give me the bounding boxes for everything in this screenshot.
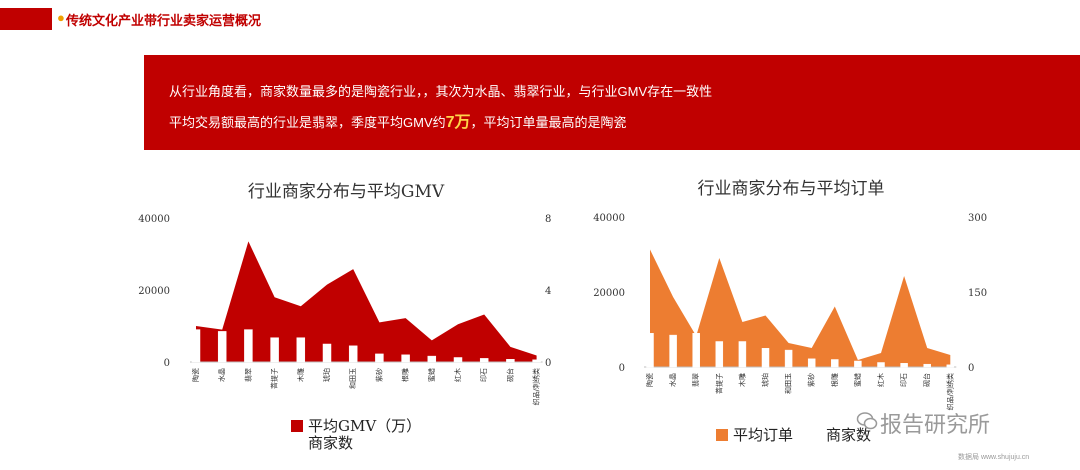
- y-left-tick-label: 20000: [138, 286, 170, 297]
- category-label: 菩提子: [714, 373, 723, 394]
- category-label: 织品/刺绣类: [532, 368, 541, 405]
- y-right-tick-label: 4: [545, 286, 551, 297]
- merchant-count-bar: [877, 362, 885, 368]
- merchant-count-bar: [831, 359, 839, 368]
- summary-highlight-value: 7万: [445, 114, 471, 131]
- page-title: 传统文化产业带行业卖家运营概况: [66, 13, 262, 28]
- y-left-tick-label: 40000: [593, 213, 625, 224]
- category-label: 琥珀: [761, 373, 770, 387]
- category-label: 水晶: [668, 373, 677, 387]
- merchant-count-bar: [692, 333, 700, 368]
- merchant-count-bar: [479, 358, 489, 363]
- y-left-tick-label: 20000: [593, 288, 625, 299]
- summary-line-2-suffix: ，平均订单量最高的是陶瓷: [470, 115, 627, 130]
- category-label: 红木: [453, 368, 462, 382]
- category-label: 陶瓷: [645, 373, 654, 387]
- merchant-count-bar: [191, 329, 201, 363]
- chart-title: 行业商家分布与平均GMV: [248, 182, 445, 202]
- y-left-tick-label: 0: [164, 358, 170, 369]
- merchant-count-bar: [738, 341, 747, 368]
- category-label: 和田玉: [348, 368, 357, 389]
- legend-label: 商家数: [826, 426, 871, 444]
- merchant-count-bar: [784, 349, 793, 368]
- category-label: 根雕: [401, 368, 410, 382]
- merchant-count-bar: [244, 329, 253, 363]
- merchant-count-bar: [946, 364, 955, 368]
- legend-swatch: [716, 429, 728, 441]
- category-label: 翡翠: [691, 373, 700, 387]
- merchant-count-bar: [322, 343, 332, 363]
- merchant-count-bar: [532, 359, 541, 363]
- area-series-1: [196, 241, 537, 362]
- summary-banner: 从行业角度看，商家数量最多的是陶瓷行业，，其次为水晶、翡翠行业，与行业GMV存在…: [144, 55, 1080, 150]
- category-label: 紫砂: [807, 373, 816, 387]
- merchant-count-bar: [348, 345, 358, 363]
- category-label: 翡翠: [243, 368, 252, 382]
- watermark-text: 报告研究所: [880, 413, 991, 438]
- merchant-count-bar: [427, 355, 437, 363]
- legend-label: 平均订单: [733, 426, 793, 444]
- title-bullet-icon: ●: [57, 10, 65, 25]
- legend-label: 平均GMV（万）: [308, 417, 421, 435]
- merchant-count-bar: [375, 353, 384, 363]
- category-label: 蜜蜡: [427, 368, 436, 382]
- category-label: 印石: [900, 373, 908, 387]
- category-label: 琥珀: [322, 368, 331, 382]
- merchant-count-bar: [923, 363, 931, 368]
- y-left-tick-label: 40000: [138, 214, 170, 225]
- merchant-count-bar: [761, 348, 770, 368]
- legend-swatch: [291, 420, 303, 432]
- y-right-tick-label: 0: [545, 358, 551, 369]
- category-label: 砚台: [505, 368, 514, 382]
- merchant-count-bar: [217, 331, 227, 363]
- merchant-count-bar: [296, 337, 306, 363]
- merchant-count-bar: [807, 358, 816, 368]
- category-label: 蜜蜡: [853, 373, 862, 387]
- merchant-count-bar: [646, 333, 654, 368]
- category-label: 和田玉: [784, 373, 793, 394]
- area-series-2: [650, 249, 951, 367]
- summary-line-2: 平均交易额最高的行业是翡翠，季度平均GMV约7万，平均订单量最高的是陶瓷: [169, 108, 627, 132]
- merchant-count-bar: [854, 360, 862, 368]
- y-right-tick-label: 0: [968, 363, 974, 374]
- category-label: 红木: [876, 373, 885, 387]
- category-label: 织品/刺绣类: [945, 373, 954, 410]
- category-label: 水晶: [217, 368, 226, 382]
- merchant-count-bar: [453, 357, 463, 363]
- summary-line-1: 从行业角度看，商家数量最多的是陶瓷行业，，其次为水晶、翡翠行业，与行业GMV存在…: [169, 84, 713, 99]
- category-label: 菩提子: [270, 368, 279, 389]
- y-right-tick-label: 300: [968, 213, 987, 224]
- merchant-count-bar: [270, 337, 279, 363]
- merchant-count-bar: [401, 354, 410, 363]
- y-left-tick-label: 0: [619, 363, 625, 374]
- merchant-count-bar: [900, 363, 908, 368]
- category-label: 印石: [480, 368, 488, 382]
- summary-line-2-prefix: 平均交易额最高的行业是翡翠，季度平均GMV约: [169, 115, 446, 130]
- merchant-count-bar: [506, 359, 515, 363]
- category-label: 紫砂: [374, 368, 383, 382]
- category-label: 木雕: [737, 373, 746, 387]
- merchant-count-bar: [669, 334, 677, 368]
- chart-title: 行业商家分布与平均订单: [698, 179, 885, 199]
- category-label: 根雕: [830, 373, 839, 387]
- legend-label: 商家数: [308, 434, 353, 452]
- category-label: 木雕: [296, 368, 305, 382]
- merchant-count-bar: [715, 341, 724, 368]
- category-label: 陶瓷: [191, 368, 200, 382]
- wechat-icon: [856, 412, 878, 430]
- watermark-source: 数据局 www.shujuju.cn: [958, 454, 1030, 461]
- y-right-tick-label: 150: [968, 288, 987, 299]
- y-right-tick-label: 8: [545, 214, 551, 225]
- category-label: 砚台: [922, 373, 931, 387]
- header-accent-bar: [0, 8, 52, 30]
